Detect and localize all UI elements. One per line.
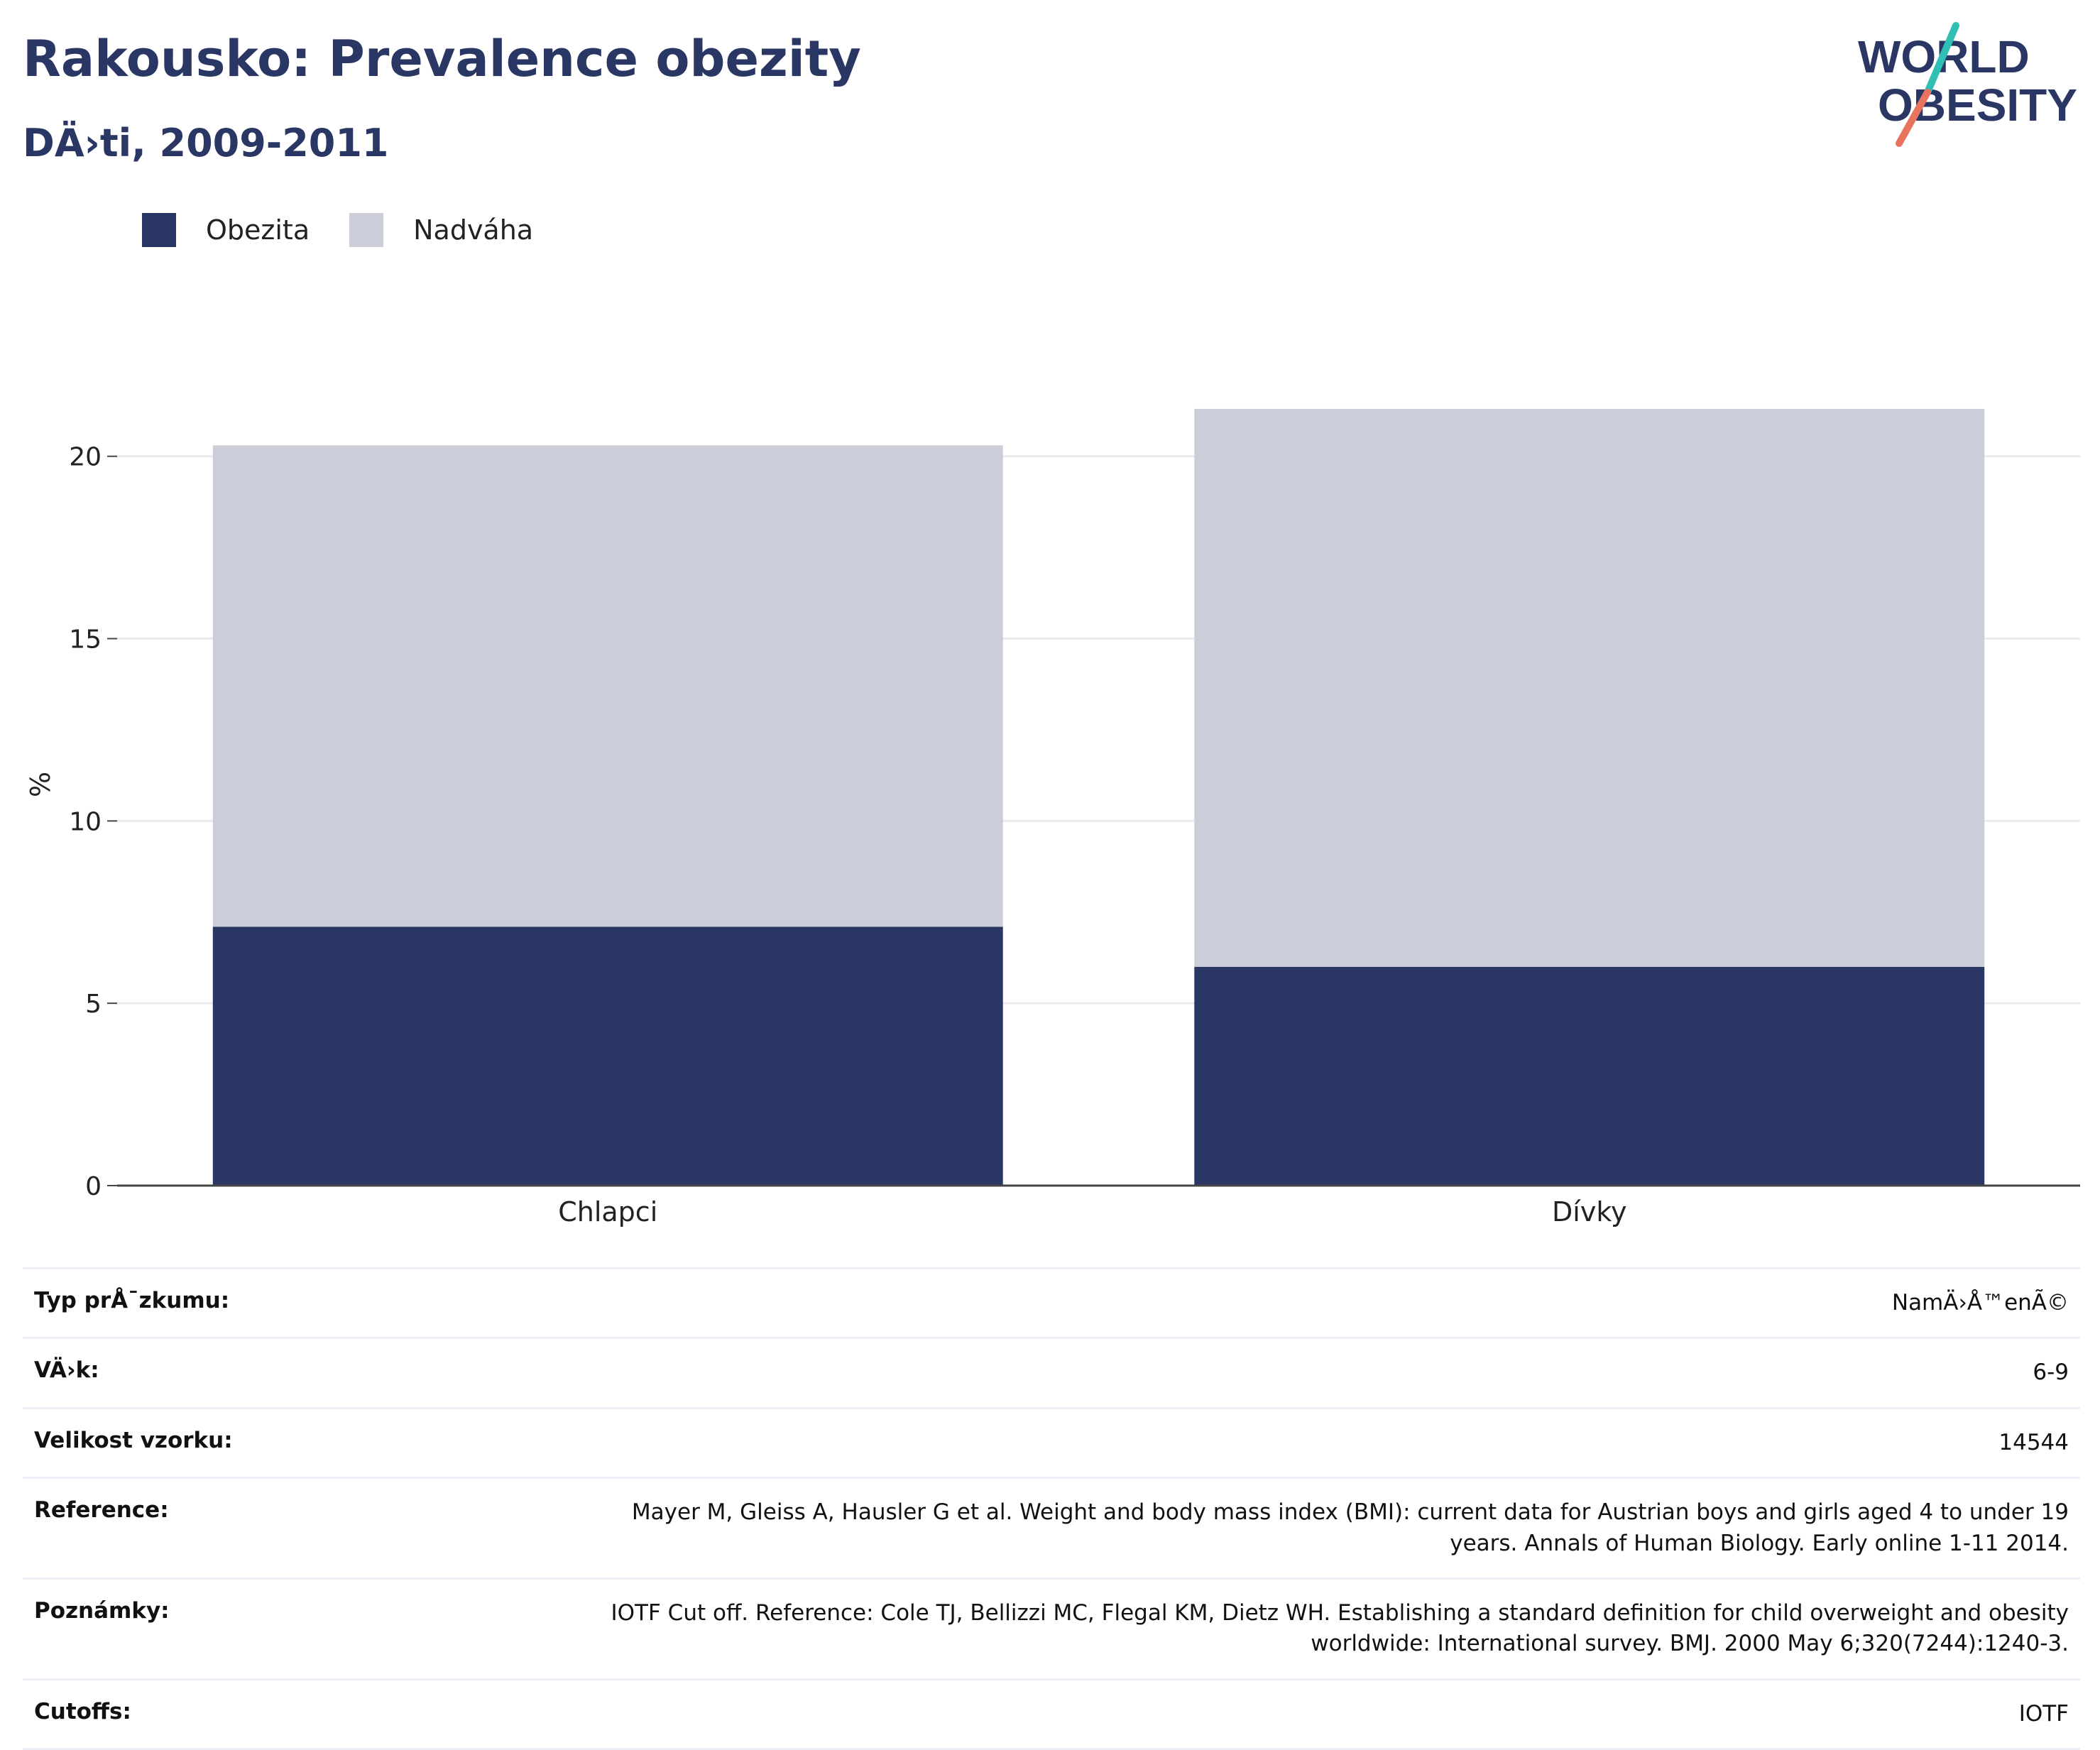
cutoffs-label: Cutoffs: (34, 1698, 131, 1724)
table-row: Reference: Mayer M, Gleiss A, Hausler G … (23, 1477, 2080, 1577)
chart-subtitle: DÄ›ti, 2009-2011 (23, 121, 389, 165)
y-axis-label: % (25, 772, 56, 797)
legend-item-overweight[interactable]: Nadváha (349, 213, 533, 247)
survey-type-label: Typ prÅ¯zkumu: (34, 1288, 230, 1313)
bar-overweight-boys (212, 445, 1003, 927)
survey-details-table: Typ prÅ¯zkumu: NamÄ›Å™enÃ© VÄ›k: 6-9 Vel… (23, 1267, 2080, 1750)
y-tick-label: 20 (69, 443, 102, 472)
notes-value: IOTF Cut off. Reference: Cole TJ, Belliz… (611, 1599, 2069, 1657)
bar-obesity-girls (1194, 966, 1985, 1186)
legend-swatch-overweight (349, 213, 384, 247)
reference-value: Mayer M, Gleiss A, Hausler G et al. Weig… (631, 1499, 2069, 1556)
table-row: Poznámky: IOTF Cut off. Reference: Cole … (23, 1577, 2080, 1678)
age-label: VÄ›k: (34, 1357, 99, 1384)
legend-label-obesity: Obezita (206, 214, 310, 246)
reference-label: Reference: (34, 1497, 169, 1524)
y-tick-label: 15 (69, 625, 102, 655)
legend-swatch-obesity (142, 213, 176, 247)
cutoffs-value: IOTF (2018, 1700, 2069, 1727)
world-obesity-logo: WORLD OBESITY (1858, 22, 2077, 147)
x-tick-label: Dívky (1552, 1196, 1626, 1227)
notes-label: Poznámky: (34, 1597, 170, 1624)
y-tick-label: 0 (85, 1172, 102, 1201)
table-row: Typ prÅ¯zkumu: NamÄ›Å™enÃ© (23, 1267, 2080, 1337)
sample-size-value: 14544 (1998, 1429, 2069, 1455)
bar-obesity-boys (212, 926, 1003, 1186)
bar-overweight-girls (1194, 408, 1985, 967)
logo-slash-teal (1924, 22, 1959, 96)
table-row: VÄ›k: 6-9 (23, 1337, 2080, 1406)
survey-type-value: NamÄ›Å™enÃ© (1891, 1290, 2069, 1316)
sample-size-label: Velikost vzorku: (34, 1427, 233, 1453)
x-tick-label: Chlapci (558, 1196, 657, 1227)
table-row: Velikost vzorku: 14544 (23, 1406, 2080, 1477)
age-value: 6-9 (2033, 1360, 2069, 1386)
y-tick-label: 5 (85, 990, 102, 1019)
legend-label-overweight: Nadváha (413, 214, 534, 246)
legend-item-obesity[interactable]: Obezita (142, 213, 310, 247)
bar-chart: 0 5 10 15 20% Chlapci Dívky (25, 408, 2080, 1227)
chart-legend: Obezita Nadváha (142, 212, 573, 248)
logo-slash-coral (1896, 89, 1931, 147)
y-tick-label: 10 (69, 807, 102, 836)
table-row: Cutoffs: IOTF (23, 1678, 2080, 1750)
chart-title: Rakousko: Prevalence obezity (23, 30, 861, 88)
